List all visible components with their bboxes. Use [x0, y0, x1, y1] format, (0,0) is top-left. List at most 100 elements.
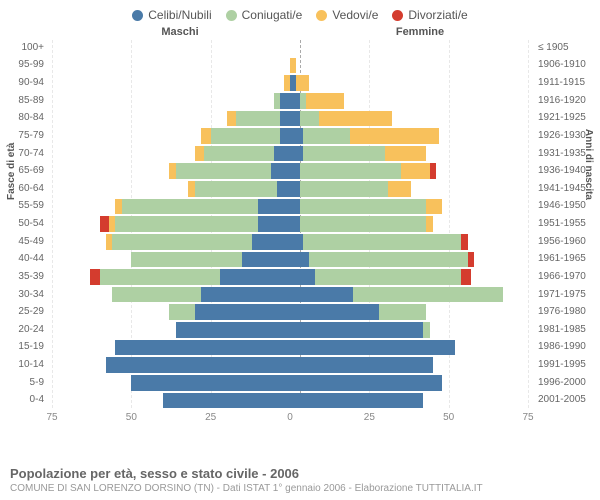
- age-label: 40-44: [14, 252, 48, 268]
- segment-coniugati: [300, 181, 389, 197]
- segment-celibi: [290, 393, 423, 409]
- bar-female: [290, 252, 528, 268]
- segment-celibi: [163, 393, 290, 409]
- segment-coniugati: [303, 146, 386, 162]
- age-label: 80-84: [14, 111, 48, 127]
- segment-celibi: [290, 322, 423, 338]
- legend-item: Coniugati/e: [226, 8, 303, 22]
- age-label: 95-99: [14, 58, 48, 74]
- bar-female: [290, 393, 528, 409]
- segment-vedovi: [296, 75, 309, 91]
- birth-year-label: 1921-1925: [532, 111, 588, 127]
- x-tick: 75: [46, 412, 57, 423]
- age-label: 25-29: [14, 304, 48, 320]
- age-label: 60-64: [14, 181, 48, 197]
- gender-headers: Maschi Femmine: [0, 26, 600, 40]
- bar-female: [290, 58, 528, 74]
- bar-female: [290, 340, 528, 356]
- bar-female: [290, 304, 528, 320]
- pyramid-row: 85-891916-1920: [52, 93, 528, 109]
- legend: Celibi/Nubili Coniugati/e Vedovi/e Divorzia…: [0, 0, 600, 26]
- pyramid-row: 100+≤ 1905: [52, 40, 528, 56]
- bar-male: [52, 75, 290, 91]
- bar-female: [290, 287, 528, 303]
- birth-year-label: 1936-1940: [532, 163, 588, 179]
- bar-female: [290, 375, 528, 391]
- bar-female: [290, 234, 528, 250]
- birth-year-label: 1986-1990: [532, 340, 588, 356]
- segment-celibi: [195, 304, 290, 320]
- bar-male: [52, 93, 290, 109]
- bar-male: [52, 234, 290, 250]
- bar-male: [52, 181, 290, 197]
- segment-vedovi: [426, 199, 442, 215]
- segment-coniugati: [100, 269, 221, 285]
- bar-male: [52, 393, 290, 409]
- bar-female: [290, 216, 528, 232]
- x-tick: 50: [126, 412, 137, 423]
- segment-coniugati: [122, 199, 258, 215]
- bar-female: [290, 199, 528, 215]
- birth-year-label: 2001-2005: [532, 393, 588, 409]
- age-label: 50-54: [14, 216, 48, 232]
- bar-female: [290, 75, 528, 91]
- legend-label: Vedovi/e: [332, 8, 378, 22]
- segment-celibi: [290, 340, 455, 356]
- bar-male: [52, 128, 290, 144]
- footer: Popolazione per età, sesso e stato civil…: [10, 466, 590, 494]
- segment-celibi: [290, 304, 379, 320]
- x-tick: 50: [443, 412, 454, 423]
- bar-male: [52, 340, 290, 356]
- legend-label: Divorziati/e: [408, 8, 467, 22]
- birth-year-label: 1966-1970: [532, 269, 588, 285]
- birth-year-label: 1906-1910: [532, 58, 588, 74]
- segment-celibi: [290, 163, 300, 179]
- bar-female: [290, 111, 528, 127]
- segment-vedovi: [401, 163, 430, 179]
- bar-male: [52, 216, 290, 232]
- x-axis: 7550250 255075: [52, 408, 528, 430]
- bar-male: [52, 252, 290, 268]
- segment-celibi: [220, 269, 290, 285]
- footer-title: Popolazione per età, sesso e stato civil…: [10, 466, 590, 481]
- pyramid-row: 95-991906-1910: [52, 58, 528, 74]
- segment-vedovi: [290, 58, 296, 74]
- segment-vedovi: [388, 181, 410, 197]
- segment-coniugati: [309, 252, 468, 268]
- x-axis-female: 255075: [290, 408, 528, 430]
- segment-celibi: [290, 146, 303, 162]
- birth-year-label: 1991-1995: [532, 357, 588, 373]
- birth-year-label: 1981-1985: [532, 322, 588, 338]
- bar-male: [52, 269, 290, 285]
- bar-female: [290, 128, 528, 144]
- segment-divorziati: [90, 269, 100, 285]
- pyramid-row: 80-841921-1925: [52, 111, 528, 127]
- pyramid-row: 45-491956-1960: [52, 234, 528, 250]
- segment-coniugati: [236, 111, 280, 127]
- age-label: 90-94: [14, 75, 48, 91]
- segment-celibi: [106, 357, 290, 373]
- header-female: Femmine: [300, 26, 540, 38]
- segment-coniugati: [169, 304, 194, 320]
- age-label: 45-49: [14, 234, 48, 250]
- age-label: 75-79: [14, 128, 48, 144]
- legend-swatch: [316, 10, 327, 21]
- age-label: 85-89: [14, 93, 48, 109]
- birth-year-label: 1976-1980: [532, 304, 588, 320]
- segment-vedovi: [306, 93, 344, 109]
- segment-coniugati: [303, 234, 462, 250]
- segment-coniugati: [204, 146, 274, 162]
- segment-celibi: [271, 163, 290, 179]
- segment-vedovi: [195, 146, 205, 162]
- segment-coniugati: [300, 199, 427, 215]
- bar-female: [290, 269, 528, 285]
- birth-year-label: 1996-2000: [532, 375, 588, 391]
- legend-item: Celibi/Nubili: [132, 8, 211, 22]
- segment-coniugati: [353, 287, 502, 303]
- segment-celibi: [290, 357, 433, 373]
- segment-divorziati: [100, 216, 110, 232]
- age-label: 15-19: [14, 340, 48, 356]
- segment-celibi: [280, 111, 290, 127]
- segment-celibi: [176, 322, 290, 338]
- segment-coniugati: [423, 322, 429, 338]
